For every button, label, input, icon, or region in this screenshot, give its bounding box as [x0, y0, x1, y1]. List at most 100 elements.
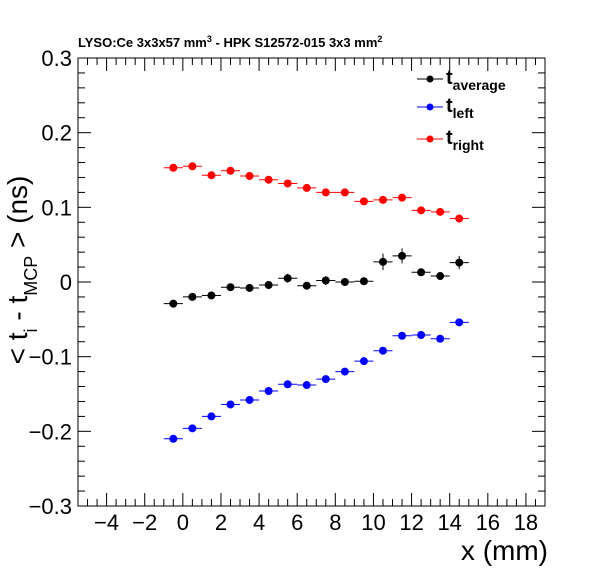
marker: [360, 197, 368, 205]
marker: [284, 179, 292, 187]
marker: [188, 162, 196, 170]
y-tick-label: 0.2: [41, 121, 72, 146]
point-average: [373, 254, 392, 270]
point-right: [221, 167, 240, 175]
x-tick-label: 16: [476, 510, 500, 535]
point-right: [373, 196, 392, 204]
marker: [417, 206, 425, 214]
series-left: [164, 318, 469, 442]
marker: [246, 396, 254, 404]
x-tick-label: 4: [253, 510, 265, 535]
marker: [265, 281, 273, 289]
point-left: [393, 332, 412, 340]
chart-title: LYSO:Ce 3x3x57 mm3 - HPK S12572-015 3x3 …: [78, 34, 382, 50]
legend-marker-average: [427, 76, 434, 83]
point-left: [373, 347, 392, 355]
marker: [169, 300, 177, 308]
marker: [455, 215, 463, 223]
point-average: [164, 300, 183, 308]
marker: [265, 176, 273, 184]
x-tick-label: 8: [329, 510, 341, 535]
marker: [455, 318, 463, 326]
marker: [379, 258, 387, 266]
legend-marker-right: [427, 136, 434, 143]
point-left: [164, 435, 183, 443]
point-average: [259, 281, 278, 289]
point-left: [316, 375, 335, 383]
point-average: [202, 291, 221, 299]
point-average: [240, 284, 259, 292]
point-average: [278, 274, 297, 283]
point-left: [259, 387, 278, 395]
marker: [341, 368, 349, 376]
marker: [379, 196, 387, 204]
y-tick-label: −0.3: [29, 494, 72, 519]
axis-ticks: [78, 58, 545, 506]
y-axis-title: < ti - tMCP > (ns): [2, 176, 41, 365]
marker: [379, 347, 387, 355]
marker: [188, 424, 196, 432]
marker: [207, 171, 215, 179]
point-left: [183, 424, 202, 432]
legend-label-left: tleft: [446, 95, 474, 121]
point-average: [393, 248, 412, 263]
marker: [360, 277, 368, 285]
marker: [226, 400, 234, 408]
marker: [169, 164, 177, 172]
point-right: [393, 194, 412, 202]
point-right: [183, 162, 202, 170]
marker: [226, 167, 234, 175]
legend-label-right: tright: [446, 127, 484, 153]
marker: [169, 435, 177, 443]
x-tick-label: 18: [514, 510, 538, 535]
point-left: [202, 412, 221, 420]
series-right: [164, 162, 469, 222]
point-average: [297, 282, 316, 290]
point-right: [316, 188, 335, 196]
marker: [436, 335, 444, 343]
marker: [246, 284, 254, 292]
marker: [455, 259, 463, 267]
x-tick-label: −4: [94, 510, 119, 535]
marker: [284, 380, 292, 388]
point-left: [354, 357, 373, 365]
marker: [322, 375, 330, 383]
point-left: [335, 368, 354, 376]
series-average: [164, 248, 469, 307]
legend-label-average: taverage: [446, 67, 506, 93]
x-tick-label: 2: [215, 510, 227, 535]
y-tick-label: 0.3: [41, 46, 72, 71]
y-tick-label: 0.1: [41, 195, 72, 220]
point-right: [240, 172, 259, 180]
point-right: [412, 206, 431, 214]
y-tick-label: −0.2: [29, 419, 72, 444]
marker: [207, 291, 215, 299]
marker: [207, 412, 215, 420]
point-right: [164, 164, 183, 172]
point-left: [278, 380, 297, 388]
point-right: [297, 184, 316, 192]
y-tick-label: 0: [60, 270, 72, 295]
point-average: [221, 283, 240, 291]
point-right: [259, 176, 278, 184]
legend: taverage tleft tright: [417, 67, 506, 153]
marker: [341, 278, 349, 286]
marker: [284, 274, 292, 282]
point-left: [297, 381, 316, 389]
marker: [303, 282, 311, 290]
y-tick-label: −0.1: [29, 345, 72, 370]
x-tick-label: 10: [361, 510, 385, 535]
point-average: [335, 278, 354, 286]
marker: [417, 268, 425, 276]
marker: [226, 283, 234, 291]
point-right: [202, 171, 221, 179]
legend-entry-right: tright: [417, 127, 484, 153]
x-tick-label: −2: [132, 510, 157, 535]
point-left: [431, 335, 450, 343]
point-left: [412, 331, 431, 339]
marker: [398, 252, 406, 260]
marker: [303, 184, 311, 192]
marker: [322, 188, 330, 196]
x-tick-label: 6: [291, 510, 303, 535]
